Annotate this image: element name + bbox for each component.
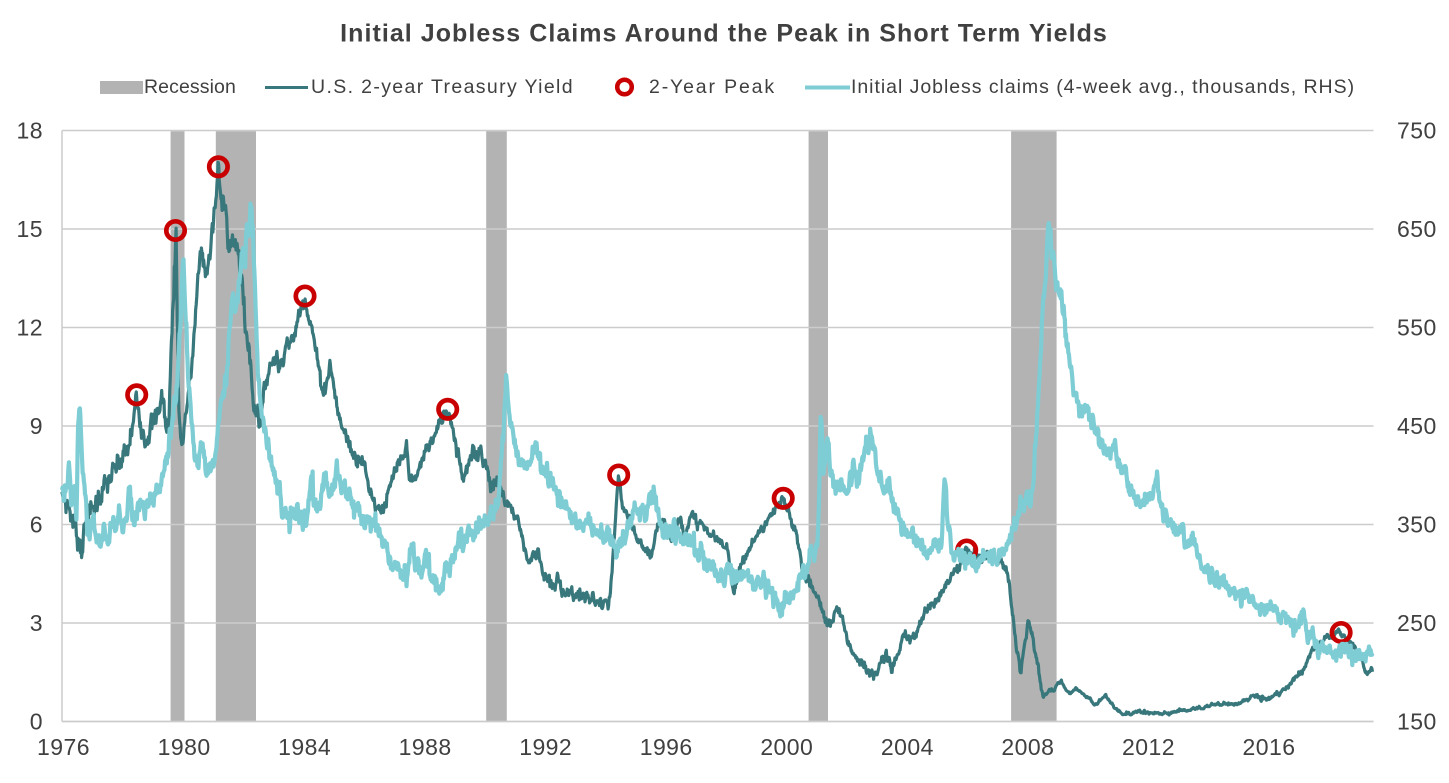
svg-text:Initial Jobless claims (4-week: Initial Jobless claims (4-week avg., tho… (851, 76, 1355, 98)
svg-text:18: 18 (17, 118, 43, 144)
svg-text:2008: 2008 (1001, 734, 1054, 760)
svg-text:2000: 2000 (760, 734, 813, 760)
svg-text:Recession: Recession (144, 76, 236, 98)
svg-text:2016: 2016 (1243, 734, 1296, 760)
svg-text:9: 9 (30, 413, 43, 439)
svg-text:550: 550 (1397, 315, 1437, 341)
svg-text:1984: 1984 (278, 734, 331, 760)
svg-text:150: 150 (1397, 709, 1437, 735)
svg-text:1988: 1988 (399, 734, 452, 760)
svg-text:750: 750 (1397, 118, 1437, 144)
svg-text:3: 3 (30, 610, 43, 636)
svg-text:12: 12 (17, 315, 43, 341)
svg-text:650: 650 (1397, 216, 1437, 242)
svg-text:350: 350 (1397, 512, 1437, 538)
svg-text:15: 15 (17, 216, 43, 242)
svg-text:1992: 1992 (519, 734, 572, 760)
svg-text:1980: 1980 (158, 734, 211, 760)
svg-text:1976: 1976 (37, 734, 90, 760)
svg-text:2-Year Peak: 2-Year Peak (649, 76, 776, 98)
svg-text:250: 250 (1397, 610, 1437, 636)
svg-text:1996: 1996 (640, 734, 693, 760)
svg-text:U.S. 2-year Treasury Yield: U.S. 2-year Treasury Yield (311, 76, 574, 98)
svg-text:2012: 2012 (1122, 734, 1175, 760)
svg-text:0: 0 (30, 709, 43, 735)
svg-text:2004: 2004 (881, 734, 934, 760)
svg-text:450: 450 (1397, 413, 1437, 439)
svg-text:6: 6 (30, 512, 43, 538)
svg-text:Initial Jobless Claims Around: Initial Jobless Claims Around the Peak i… (340, 20, 1108, 48)
